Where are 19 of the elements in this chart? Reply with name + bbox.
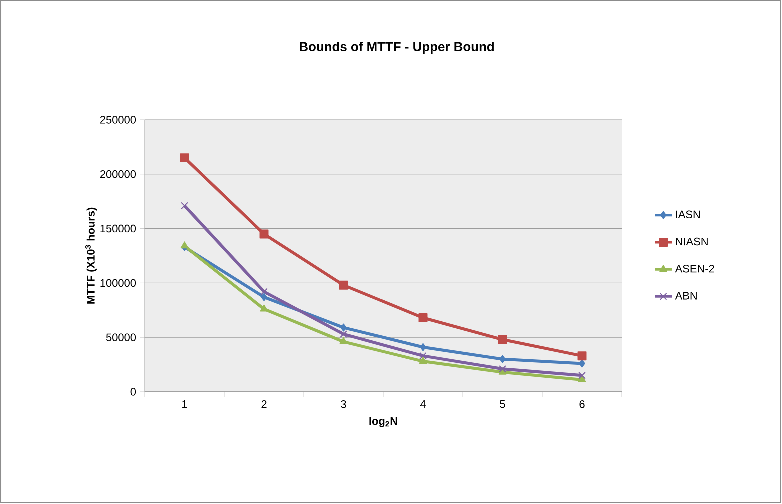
x-axis-title: log$_{2}$N (370, 417, 398, 428)
y-tick-label: 250000 (100, 116, 136, 124)
x-tick-label: 2 (262, 400, 267, 408)
x-tick-label: 3 (341, 400, 346, 408)
x-tick-label: 1 (182, 400, 188, 408)
x-tick-label: 4 (420, 400, 426, 408)
legend-label: ABN (675, 292, 697, 300)
y-tick-label: 200000 (100, 170, 136, 178)
chart-title: Bounds of MTTF - Upper Bound (300, 42, 494, 54)
y-axis-title: MTTF (X10$^{3}$ hours) (85, 208, 98, 304)
y-tick-label: 100000 (100, 279, 136, 288)
x-tick-label: 6 (580, 400, 585, 408)
legend-label: ASEN-2 (675, 265, 714, 273)
y-tick-label: 150000 (100, 224, 136, 233)
legend-label: IASN (676, 210, 700, 219)
x-tick-label: 5 (500, 400, 506, 408)
y-tick-label: 50000 (106, 334, 136, 342)
y-tick-label: 0 (130, 388, 136, 396)
legend-label: NIASN (676, 238, 708, 246)
